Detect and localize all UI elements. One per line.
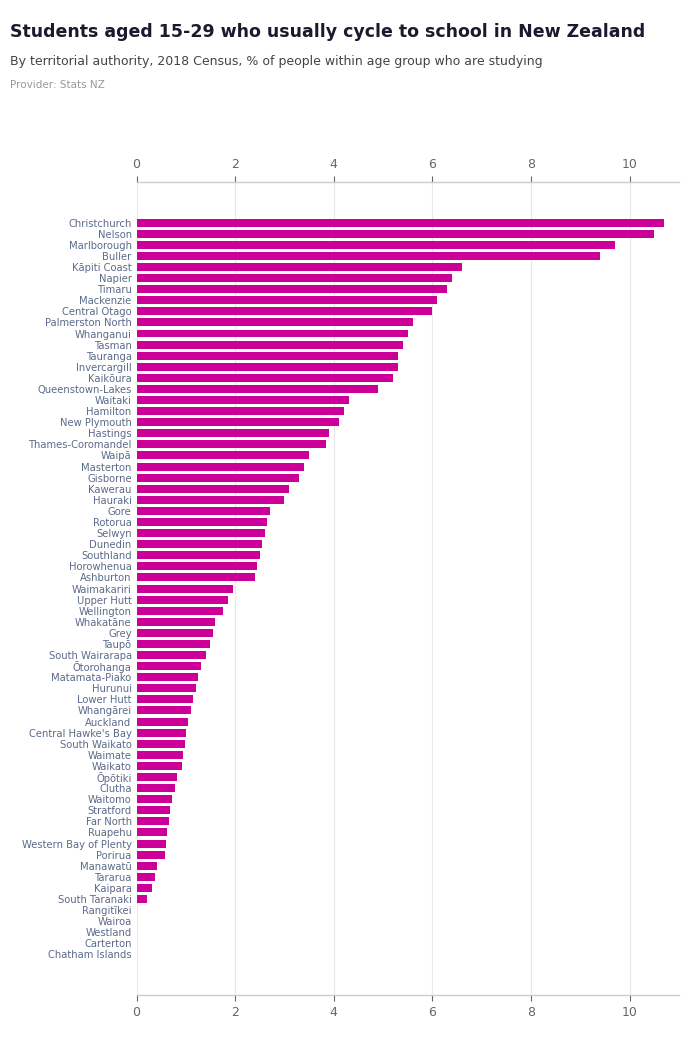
Bar	[136, 507, 270, 514]
Bar	[136, 374, 393, 382]
Bar	[136, 817, 169, 825]
Bar	[136, 740, 185, 748]
Bar	[136, 440, 326, 448]
Bar	[136, 629, 213, 637]
Bar	[136, 230, 654, 237]
Bar	[136, 407, 344, 415]
Bar	[136, 296, 438, 304]
Bar	[136, 639, 211, 648]
Bar	[136, 773, 177, 781]
Bar	[136, 895, 147, 903]
Text: Students aged 15-29 who usually cycle to school in New Zealand: Students aged 15-29 who usually cycle to…	[10, 23, 645, 41]
Bar	[136, 784, 175, 792]
Bar	[136, 595, 228, 604]
Bar	[136, 352, 398, 360]
Bar	[136, 840, 166, 847]
Bar	[136, 828, 167, 837]
Bar	[136, 518, 267, 526]
Bar	[136, 496, 284, 504]
Bar	[136, 806, 170, 814]
Bar	[136, 385, 378, 393]
Bar	[136, 418, 339, 426]
Bar	[136, 340, 402, 349]
Bar	[136, 318, 413, 327]
Bar	[136, 218, 664, 227]
Bar	[136, 685, 196, 692]
Bar	[136, 330, 407, 337]
Text: Provider: Stats NZ: Provider: Stats NZ	[10, 80, 105, 90]
Bar	[136, 529, 265, 538]
Bar	[136, 617, 216, 626]
Bar	[136, 585, 232, 592]
Text: By territorial authority, 2018 Census, % of people within age group who are stud: By territorial authority, 2018 Census, %…	[10, 55, 543, 67]
Bar	[136, 286, 447, 293]
Bar	[136, 717, 188, 726]
Bar	[136, 252, 600, 260]
Bar	[136, 707, 190, 714]
Bar	[136, 673, 198, 681]
Bar	[136, 762, 182, 770]
Bar	[136, 884, 153, 891]
Bar	[136, 751, 183, 759]
Bar	[136, 308, 433, 315]
Bar	[136, 873, 155, 881]
Bar	[136, 729, 186, 737]
Bar	[136, 540, 262, 548]
Bar	[136, 663, 201, 670]
Bar	[136, 695, 193, 704]
Bar	[136, 573, 255, 582]
Bar	[136, 862, 158, 869]
Bar	[136, 463, 304, 470]
Bar	[136, 563, 258, 570]
Bar	[136, 795, 172, 803]
Bar	[136, 429, 329, 437]
Bar	[136, 651, 206, 659]
Bar	[136, 274, 452, 282]
Bar	[136, 240, 615, 249]
Bar	[136, 850, 165, 859]
Bar	[136, 607, 223, 614]
Bar	[136, 452, 309, 460]
Bar	[136, 485, 289, 492]
Bar	[136, 363, 398, 371]
Bar	[136, 396, 349, 404]
Bar	[136, 474, 300, 482]
Bar	[136, 262, 462, 271]
Bar	[136, 551, 260, 560]
Text: figure.nz: figure.nz	[592, 23, 672, 38]
